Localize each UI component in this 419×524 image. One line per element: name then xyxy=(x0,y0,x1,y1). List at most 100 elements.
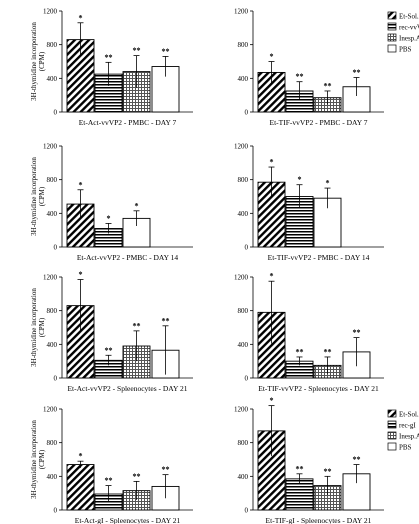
y-tick-label: 1200 xyxy=(234,274,249,282)
significance-label: * xyxy=(270,272,274,281)
legend-swatch xyxy=(387,44,397,53)
y-tick-label: 800 xyxy=(238,439,249,447)
legend-label: rec-gI xyxy=(399,422,416,430)
legend-swatch xyxy=(387,409,397,418)
legend-label: PBS xyxy=(399,46,412,54)
significance-label: ** xyxy=(353,328,361,337)
y-tick-label: 1200 xyxy=(43,274,58,282)
y-tick-label: 800 xyxy=(47,176,58,184)
y-axis-label: 3H-thymidine incorporation xyxy=(30,420,38,499)
significance-label: ** xyxy=(133,472,141,481)
y-tick-label: 400 xyxy=(47,473,58,481)
significance-label: ** xyxy=(133,321,141,330)
y-tick-label: 400 xyxy=(238,341,249,349)
y-tick-label: 0 xyxy=(54,109,58,117)
significance-label: ** xyxy=(296,347,304,356)
legend-label: Inesp.Ag (gD) xyxy=(399,433,419,441)
y-axis-label: 3H-thymidine incorporation xyxy=(30,288,38,367)
significance-label: ** xyxy=(162,465,170,474)
legend-label: Inesp.Ag (gD) xyxy=(399,35,419,43)
y-tick-label: 400 xyxy=(47,210,58,218)
significance-label: ** xyxy=(353,68,361,77)
significance-label: ** xyxy=(105,346,113,355)
y-tick-label: 800 xyxy=(238,176,249,184)
significance-label: * xyxy=(79,452,83,461)
y-tick-label: 1200 xyxy=(43,143,58,151)
y-tick-label: 400 xyxy=(47,341,58,349)
significance-label: ** xyxy=(324,81,332,90)
legend-label: Et-Sol.Ag xyxy=(399,411,419,419)
significance-label: * xyxy=(79,13,83,22)
y-tick-label: 400 xyxy=(47,75,58,83)
y-tick-label: 800 xyxy=(238,307,249,315)
y-tick-label: 0 xyxy=(54,507,58,515)
significance-label: ** xyxy=(296,464,304,473)
y-tick-label: 1200 xyxy=(234,143,249,151)
significance-label: ** xyxy=(353,455,361,464)
y-tick-label: 0 xyxy=(54,375,58,383)
significance-label: * xyxy=(79,270,83,279)
legend-swatch xyxy=(387,442,397,451)
x-axis-label: Et-TIF-vvVP2 - PMBC - DAY 7 xyxy=(270,118,368,127)
chart-panel-3: 0 400 800 1200 * * * Et-Act-vvVP2 - PMBC - DAY … xyxy=(30,143,193,262)
bar xyxy=(285,478,314,511)
x-axis-label: Et-Act-vvVP2 - PMBC - DAY 14 xyxy=(77,253,179,262)
y-tick-label: 1200 xyxy=(234,8,249,16)
y-axis-label-unit: (CPM) xyxy=(38,51,46,71)
y-tick-label: 0 xyxy=(245,507,249,515)
y-tick-label: 800 xyxy=(47,307,58,315)
bar xyxy=(66,464,95,511)
significance-label: * xyxy=(135,201,139,210)
x-axis-label: Et-TIF-vvVP2 - PMBC - DAY 14 xyxy=(268,253,370,262)
significance-label: ** xyxy=(162,316,170,325)
y-tick-label: 0 xyxy=(54,244,58,252)
significance-label: * xyxy=(107,214,111,223)
y-tick-label: 1200 xyxy=(234,406,249,414)
x-axis-label: Et-TIF-gI - Spleenocytes - DAY 21 xyxy=(266,516,372,524)
y-tick-label: 800 xyxy=(47,439,58,447)
bar xyxy=(122,345,151,379)
legend-label: rec-vvVP2 xyxy=(399,24,419,32)
y-tick-label: 400 xyxy=(238,210,249,218)
y-tick-label: 1200 xyxy=(43,406,58,414)
legend-swatch xyxy=(387,420,397,429)
y-tick-label: 400 xyxy=(238,75,249,83)
legend-label: Et-Sol.Ag xyxy=(399,13,419,21)
bar xyxy=(257,71,286,113)
chart-panel-4: 0 400 800 1200 * * * Et-TIF-vvVP2 - PMBC - DAY … xyxy=(234,143,384,262)
y-tick-label: 0 xyxy=(245,375,249,383)
significance-label: ** xyxy=(296,72,304,81)
y-tick-label: 0 xyxy=(245,109,249,117)
x-axis-label: Et-Act-gI - Spleenocytes - DAY 21 xyxy=(75,516,181,524)
significance-label: ** xyxy=(324,347,332,356)
y-axis-label: 3H-thymidine incorporation xyxy=(30,157,38,236)
bar xyxy=(122,71,151,113)
significance-label: * xyxy=(326,179,330,188)
significance-label: ** xyxy=(162,47,170,56)
y-tick-label: 800 xyxy=(47,41,58,49)
x-axis-label: Et-TIF-vvVP2 - Spleenocytes - DAY 21 xyxy=(258,384,379,393)
significance-label: ** xyxy=(324,467,332,476)
y-axis-label-unit: (CPM) xyxy=(38,186,46,206)
significance-label: * xyxy=(298,175,302,184)
significance-label: * xyxy=(270,396,274,405)
legend-swatch xyxy=(387,33,397,42)
y-tick-label: 1200 xyxy=(43,8,58,16)
y-tick-label: 400 xyxy=(238,473,249,481)
y-tick-label: 0 xyxy=(245,244,249,252)
significance-label: * xyxy=(79,180,83,189)
significance-label: * xyxy=(270,158,274,167)
legend-swatch xyxy=(387,22,397,31)
legend-swatch xyxy=(387,11,397,20)
legend-label: PBS xyxy=(399,444,412,452)
x-axis-label: Et-Act-vvVP2 - PMBC - DAY 7 xyxy=(79,118,177,127)
y-axis-label-unit: (CPM) xyxy=(38,449,46,469)
significance-label: ** xyxy=(105,53,113,62)
